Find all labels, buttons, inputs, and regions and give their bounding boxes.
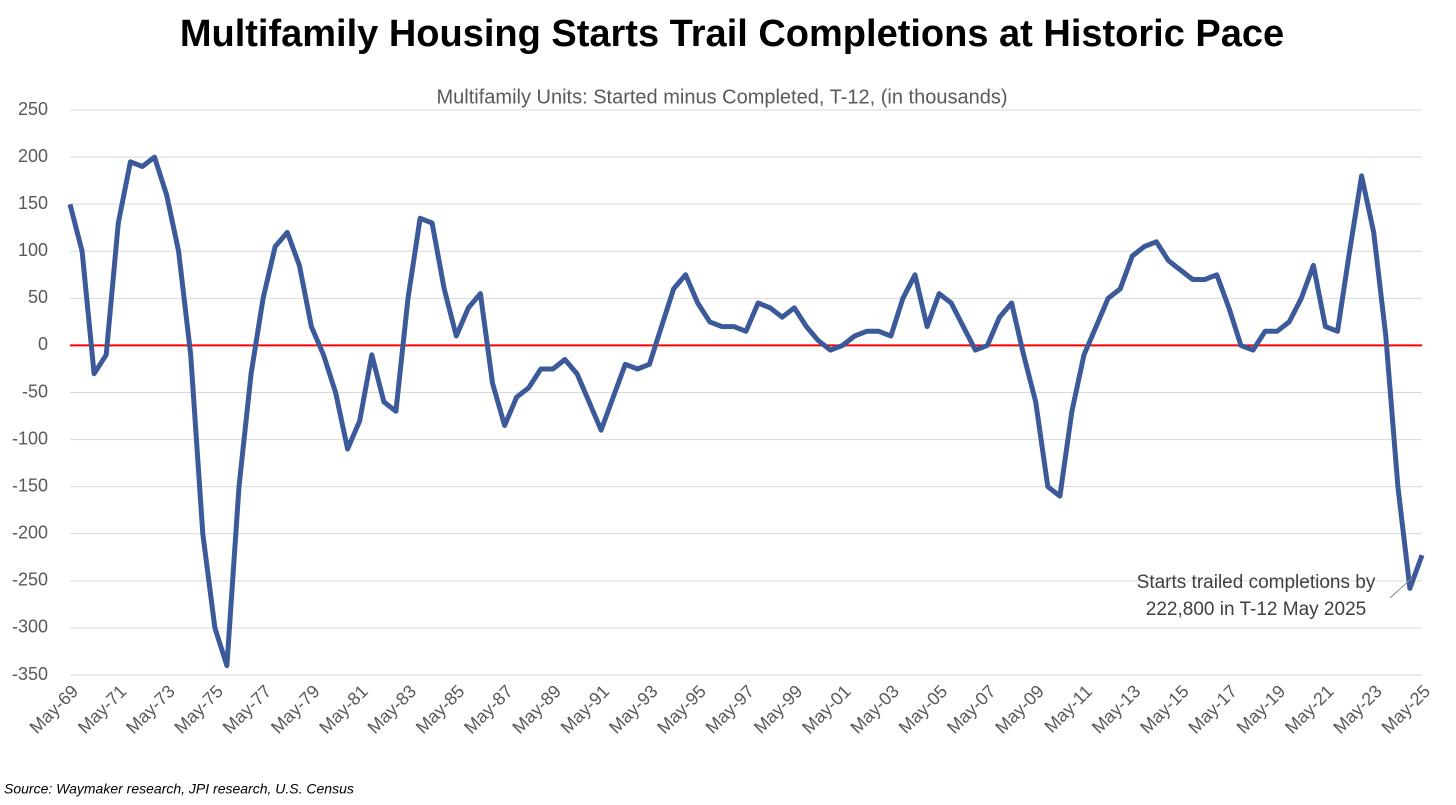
y-tick-label: 250 xyxy=(18,99,48,119)
y-tick-label: 0 xyxy=(38,334,48,354)
y-tick-label: -50 xyxy=(22,381,48,401)
x-tick-label: May-11 xyxy=(1041,681,1097,737)
chart-title: Multifamily Housing Starts Trail Complet… xyxy=(180,13,1284,55)
y-tick-label: -200 xyxy=(12,523,48,543)
annotation: 222,800 in T-12 May 2025 xyxy=(1146,599,1366,620)
data-line xyxy=(67,154,1425,669)
x-tick-label: May-01 xyxy=(798,681,855,738)
x-tick-label: May-85 xyxy=(412,681,469,738)
x-tick-label: May-83 xyxy=(364,681,421,738)
x-tick-label: May-17 xyxy=(1184,681,1241,738)
x-tick-label: May-21 xyxy=(1281,681,1338,738)
y-tick-label: -250 xyxy=(12,570,48,590)
x-tick-label: May-07 xyxy=(943,681,1000,738)
y-tick-label: 100 xyxy=(18,240,48,260)
y-tick-label: -150 xyxy=(12,475,48,495)
y-tick-label: -100 xyxy=(12,428,48,448)
x-tick-label: May-77 xyxy=(219,681,276,738)
y-tick-label: -350 xyxy=(12,664,48,684)
x-tick-label: May-19 xyxy=(1233,681,1290,738)
x-tick-label: May-25 xyxy=(1378,681,1435,738)
x-tick-label: May-91 xyxy=(557,681,614,738)
x-tick-label: May-73 xyxy=(122,681,179,738)
x-tick-label: May-81 xyxy=(315,681,372,738)
x-tick-label: May-15 xyxy=(1136,681,1193,738)
x-tick-label: May-03 xyxy=(846,681,903,738)
y-tick-label: 200 xyxy=(18,146,48,166)
plot: -350 -300 -250 -200 -150 -100 -50 0 50 100 150 200 2… xyxy=(12,99,1434,738)
x-tick-label: May-97 xyxy=(702,681,759,738)
y-tick-label: 50 xyxy=(28,287,48,307)
annotation: Starts trailed completions by xyxy=(1137,572,1376,593)
x-tick-label: May-79 xyxy=(267,681,324,738)
y-tick-label: 150 xyxy=(18,193,48,213)
x-tick-label: May-75 xyxy=(170,681,227,738)
x-tick-label: May-13 xyxy=(1088,681,1145,738)
x-tick-label: May-71 xyxy=(74,681,131,738)
x-tick-label: May-87 xyxy=(460,681,517,738)
x-tick-label: May-23 xyxy=(1329,681,1386,738)
x-tick-label: May-09 xyxy=(991,681,1048,738)
x-tick-label: May-95 xyxy=(653,681,710,738)
x-tick-label: May-69 xyxy=(26,681,83,738)
annotation-leader xyxy=(1389,577,1413,599)
y-tick-label: -300 xyxy=(12,617,48,637)
x-tick-label: May-93 xyxy=(605,681,662,738)
source-note: Source: Waymaker research, JPI research,… xyxy=(4,781,354,797)
chart-subtitle: Multifamily Units: Started minus Complet… xyxy=(437,86,1008,108)
x-tick-label: May-99 xyxy=(750,681,807,738)
x-tick-label: May-05 xyxy=(895,681,952,738)
x-tick-label: May-89 xyxy=(508,681,565,738)
